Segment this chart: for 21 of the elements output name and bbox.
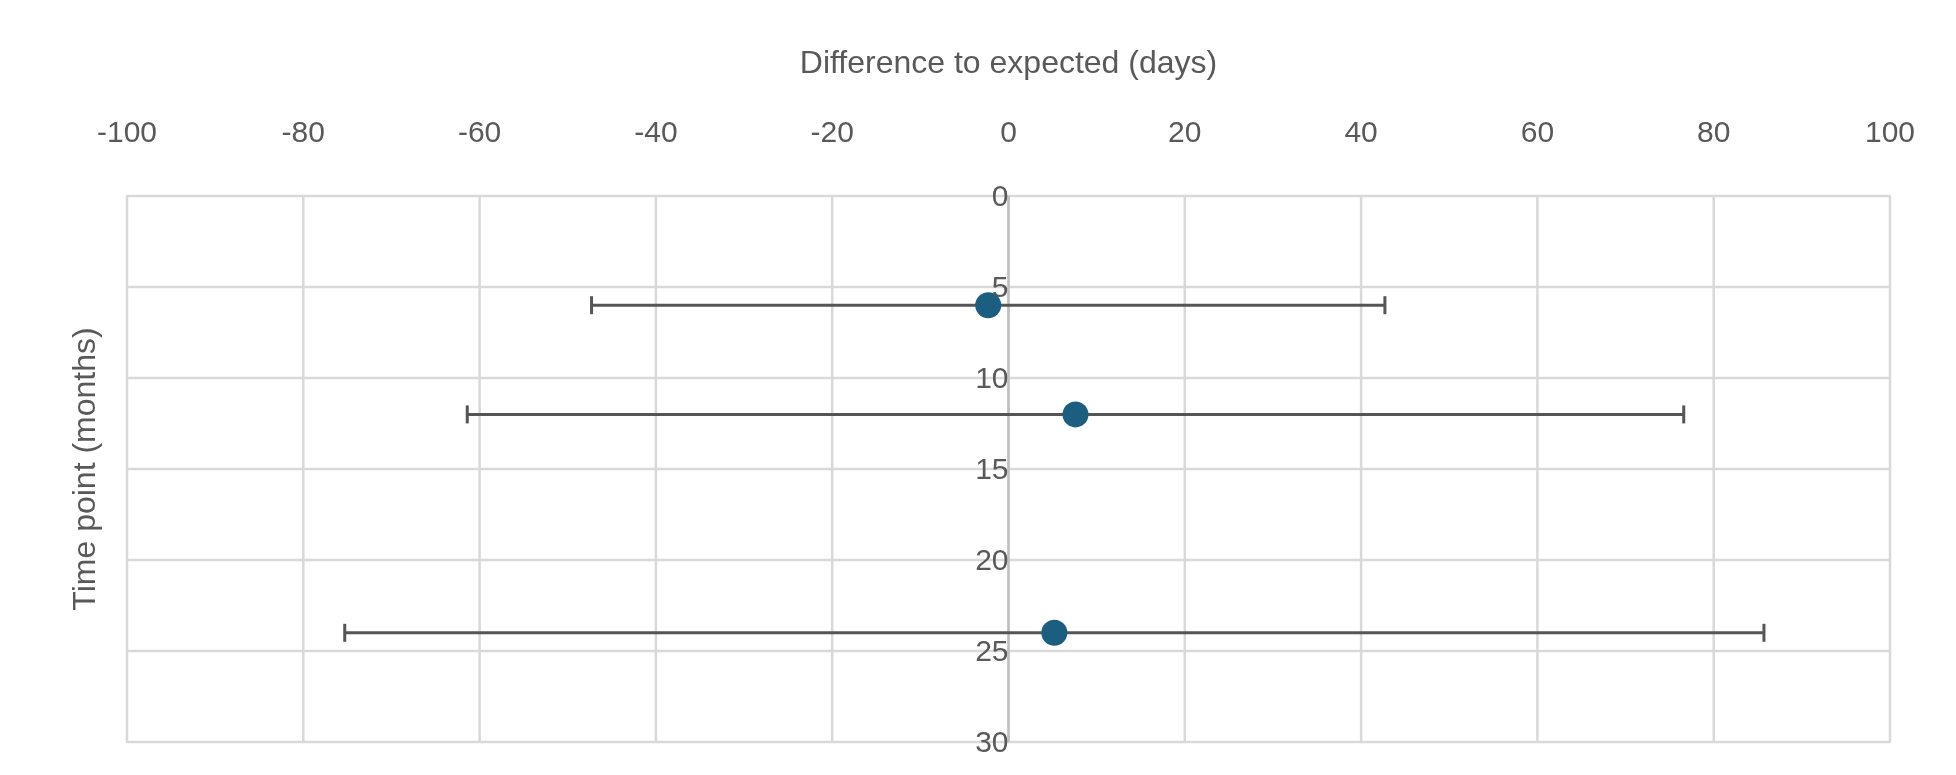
x-axis-title: Difference to expected (days) bbox=[799, 44, 1218, 80]
x-tick-label: 40 bbox=[1344, 115, 1378, 148]
x-tick-label: -20 bbox=[810, 115, 854, 148]
y-axis-title: Time point (months) bbox=[66, 327, 102, 611]
y-tick-label: 20 bbox=[975, 543, 1009, 576]
y-tick-label: 15 bbox=[975, 452, 1009, 485]
point bbox=[1062, 401, 1089, 428]
x-tick-label: -100 bbox=[96, 115, 158, 148]
y-tick-label: 30 bbox=[975, 725, 1009, 758]
x-tick-label: 100 bbox=[1864, 115, 1916, 148]
x-tick-label: -80 bbox=[281, 115, 325, 148]
y-tick-label: 5 bbox=[991, 270, 1009, 303]
y-tick-label: 10 bbox=[975, 361, 1009, 394]
x-tick-label: -40 bbox=[634, 115, 678, 148]
y-tick-label: 0 bbox=[991, 179, 1009, 212]
x-tick-label: -60 bbox=[457, 115, 502, 148]
point bbox=[1041, 619, 1068, 646]
x-tick-label: 60 bbox=[1520, 115, 1555, 148]
x-tick-label: 20 bbox=[1168, 115, 1202, 148]
y-tick-label: 25 bbox=[975, 634, 1009, 667]
x-tick-label: 80 bbox=[1697, 115, 1731, 148]
